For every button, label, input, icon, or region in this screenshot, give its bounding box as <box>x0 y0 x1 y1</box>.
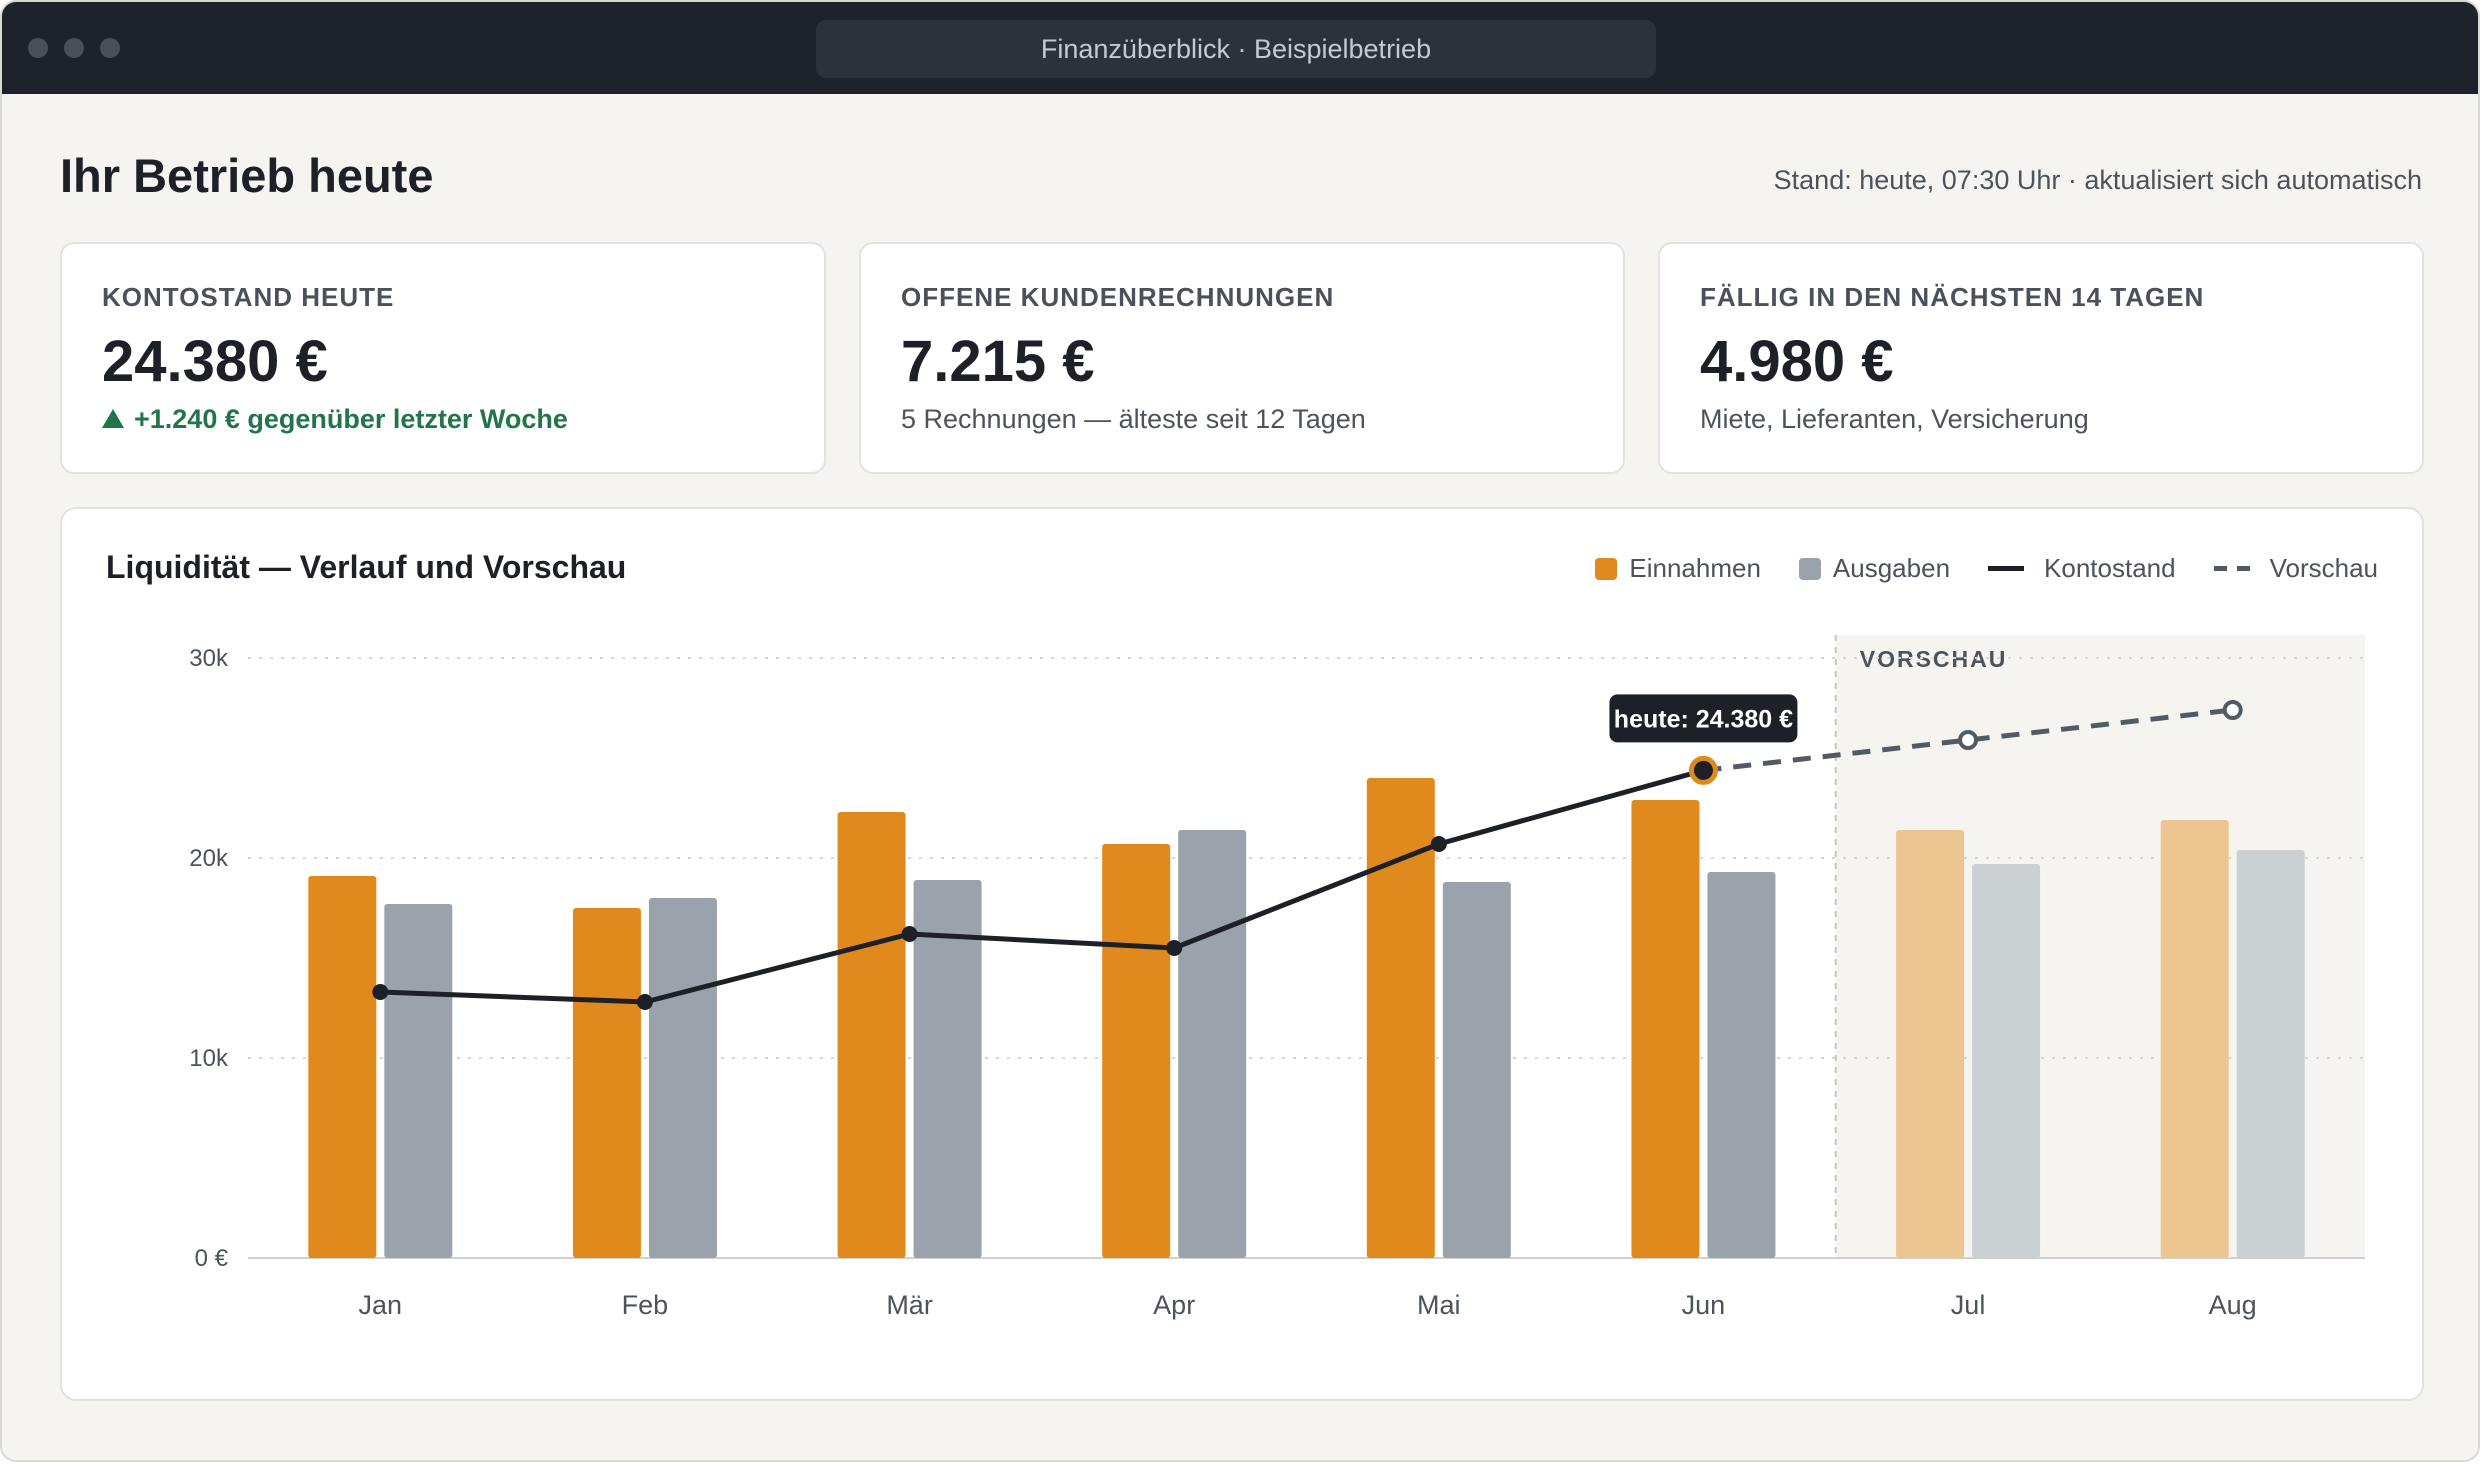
x-tick-label: Feb <box>622 1290 669 1320</box>
tooltip-box <box>1609 694 1798 743</box>
forecast-point <box>2222 700 2243 720</box>
balance-point <box>901 926 918 942</box>
card-value: 4.980 € <box>1700 329 1894 394</box>
chart-legend: Einnahmen Ausgaben Kontostand Vorschau <box>1557 553 2378 584</box>
legend-swatch-expenses <box>1798 557 1821 580</box>
legend-swatch-balance <box>1988 566 2025 571</box>
y-tick-label: 10k <box>189 1045 229 1072</box>
today-tooltip: heute: 24.380 € <box>1609 694 1798 743</box>
bar-expenses-Apr <box>1178 830 1247 1258</box>
y-tick-label: 20k <box>189 845 229 872</box>
today-point <box>1688 755 1718 785</box>
balance-line <box>380 767 1705 1005</box>
bar-expenses-Mär <box>913 880 982 1258</box>
card-label: OFFENE KUNDENRECHNUNGEN <box>901 282 1335 312</box>
card-due-soon: FÄLLIG IN DEN NÄCHSTEN 14 TAGEN 4.980 € … <box>1658 242 2424 474</box>
bar-expenses-Feb <box>648 898 717 1258</box>
card-balance-today: KONTOSTAND HEUTE 24.380 € +1.240 € gegen… <box>60 242 826 474</box>
x-tick-label: Mai <box>1417 1290 1461 1320</box>
bar-income-Jan <box>308 876 377 1258</box>
bar-income-Jun <box>1631 800 1700 1258</box>
card-trend: +1.240 € gegenüber letzter Woche <box>102 404 568 435</box>
bar-expenses-Jul <box>1972 864 2041 1258</box>
x-tick-label: Aug <box>2209 1290 2257 1320</box>
balance-point <box>636 994 653 1010</box>
bar-expenses-Jan <box>384 904 453 1258</box>
window-minimize-dot[interactable] <box>64 38 84 58</box>
legend-swatch-income <box>1595 557 1618 580</box>
window-title: Finanzüberblick · Beispielbetrieb <box>816 20 1656 78</box>
bar-expenses-Mai <box>1442 882 1511 1258</box>
legend-item-forecast[interactable]: Vorschau <box>2213 553 2378 584</box>
x-tick-label: Jul <box>1951 1290 1986 1320</box>
legend-item-income[interactable]: Einnahmen <box>1595 553 1761 584</box>
balance-point <box>1166 940 1183 956</box>
window-close-dot[interactable] <box>28 38 48 58</box>
balance-point <box>372 984 389 1000</box>
card-trend-text: +1.240 € gegenüber letzter Woche <box>134 404 568 434</box>
x-tick-label: Jun <box>1682 1290 1726 1320</box>
legend-label-expenses: Ausgaben <box>1832 553 1951 583</box>
legend-item-expenses[interactable]: Ausgaben <box>1798 553 1951 584</box>
x-tick-label: Jan <box>359 1290 403 1320</box>
card-value: 24.380 € <box>102 329 328 394</box>
chart-title: Liquidität — Verlauf und Vorschau <box>106 549 627 585</box>
page-title: Ihr Betrieb heute <box>60 149 434 202</box>
x-tick-label: Mär <box>886 1290 933 1320</box>
bar-income-Apr <box>1102 844 1171 1258</box>
bar-income-Mär <box>837 812 906 1258</box>
card-value: 7.215 € <box>901 329 1095 394</box>
window-maximize-dot[interactable] <box>100 38 120 58</box>
card-subtext: Miete, Lieferanten, Versicherung <box>1700 404 2089 434</box>
bar-income-Mai <box>1366 778 1435 1258</box>
bar-income-Aug <box>2160 820 2229 1258</box>
card-label: KONTOSTAND HEUTE <box>102 282 395 312</box>
legend-label-forecast: Vorschau <box>2269 553 2378 583</box>
title-bar: Finanzüberblick · Beispielbetrieb <box>2 2 2478 94</box>
trend-up-icon <box>102 409 124 428</box>
bar-income-Feb <box>572 908 641 1258</box>
forecast-point <box>1958 730 1979 750</box>
liquidity-chart-card: VORSCHAU 0 €10k 20k 30k Jan Feb Mär Apr Mai Jun Ju… <box>60 507 2424 1401</box>
balance-point <box>1430 836 1447 852</box>
card-open-invoices: OFFENE KUNDENRECHNUNGEN 7.215 € 5 Rechnu… <box>859 242 1625 474</box>
x-tick-label: Apr <box>1153 1290 1195 1320</box>
bar-income-Jul <box>1896 830 1965 1258</box>
bar-expenses-Jun <box>1707 872 1776 1258</box>
y-tick-label: 30k <box>189 645 229 672</box>
legend-label-income: Einnahmen <box>1629 553 1761 583</box>
legend-label-balance: Kontostand <box>2044 553 2176 583</box>
tooltip-text: heute: 24.380 € <box>1614 705 1793 733</box>
bar-expenses-Aug <box>2236 850 2305 1258</box>
update-status: Stand: heute, 07:30 Uhr · aktualisiert s… <box>1773 165 2422 195</box>
card-label: FÄLLIG IN DEN NÄCHSTEN 14 TAGEN <box>1700 282 2205 312</box>
card-subtext: 5 Rechnungen — älteste seit 12 Tagen <box>901 404 1366 434</box>
y-tick-label: 0 € <box>195 1245 229 1272</box>
legend-swatch-forecast <box>2213 566 2250 571</box>
legend-item-balance[interactable]: Kontostand <box>1988 553 2176 584</box>
